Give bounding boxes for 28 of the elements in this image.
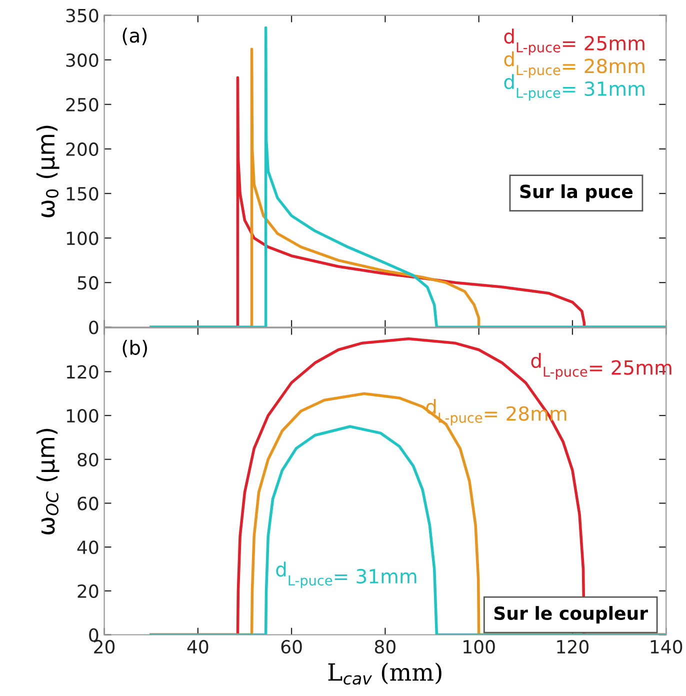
y-tick-label: 350 xyxy=(66,8,98,22)
y-tick-label: 120 xyxy=(66,365,98,379)
y-tick-label: 0 xyxy=(89,628,98,642)
y-tick-label: 0 xyxy=(89,320,98,334)
x-tick-label: 100 xyxy=(464,640,495,654)
x-tick-label: 120 xyxy=(557,640,588,654)
x-tick-label: 60 xyxy=(281,640,302,654)
y-axis-title: ω$_{OC}$ (μm) xyxy=(36,428,60,534)
y-tick-label: 60 xyxy=(78,496,98,510)
x-axis-title: L$_{cav}$ (mm) xyxy=(328,662,442,685)
y-axis-title: ω$_{0}$ (μm) xyxy=(36,126,60,218)
y-tick-label: 50 xyxy=(78,276,98,290)
y-tick-label: 80 xyxy=(78,452,98,466)
y-tick-label: 40 xyxy=(77,540,98,554)
y-tick-label: 150 xyxy=(66,186,98,201)
y-tick-label: 100 xyxy=(66,231,98,246)
y-tick-label: 100 xyxy=(66,408,98,423)
x-tick-label: 80 xyxy=(374,640,396,654)
x-tick-label: 40 xyxy=(187,640,208,654)
y-tick-label: 200 xyxy=(66,142,98,156)
y-tick-label: 20 xyxy=(78,584,98,598)
annotation: (a) xyxy=(122,28,147,46)
y-tick-label: 250 xyxy=(66,98,98,112)
annotation: Sur le coupleur xyxy=(494,606,648,624)
annotation: (b) xyxy=(122,340,147,358)
annotation: Sur la puce xyxy=(520,184,633,202)
x-tick-label: 140 xyxy=(650,640,682,654)
y-tick-label: 300 xyxy=(66,53,98,67)
